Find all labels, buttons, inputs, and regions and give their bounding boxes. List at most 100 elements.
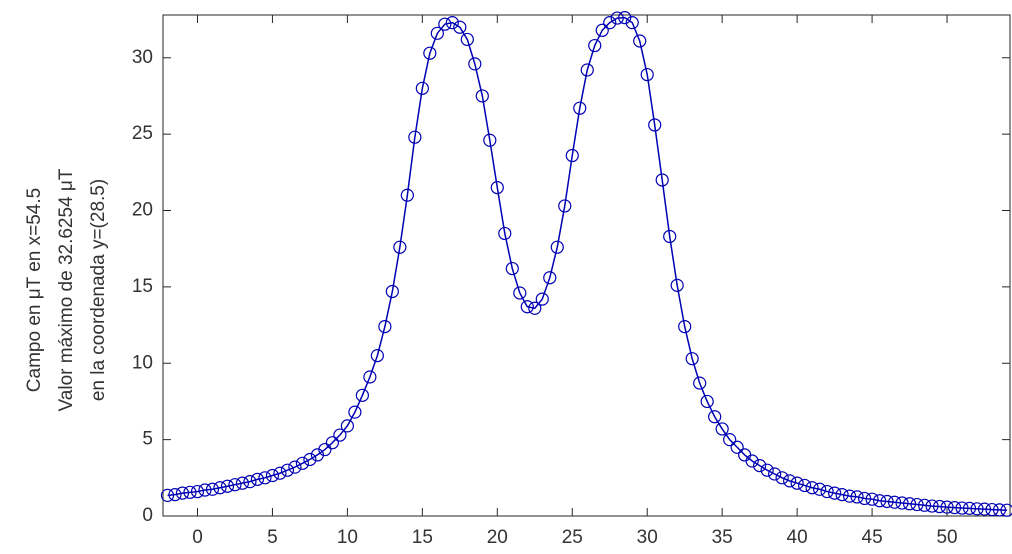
data-point xyxy=(640,67,654,82)
data-point xyxy=(595,23,609,37)
data-point xyxy=(955,501,969,515)
y-tick-label: 15 xyxy=(132,276,153,297)
data-point xyxy=(250,472,265,486)
data-point xyxy=(505,261,519,276)
data-point xyxy=(992,503,1007,517)
data-point xyxy=(378,319,392,334)
data-point xyxy=(423,46,437,60)
data-point xyxy=(475,89,489,103)
data-point xyxy=(228,478,242,492)
data-point xyxy=(813,482,827,496)
data-point xyxy=(865,492,879,506)
data-point xyxy=(438,17,452,31)
data-point xyxy=(670,278,684,292)
x-tick-label: 10 xyxy=(337,527,358,548)
data-point xyxy=(820,484,834,499)
data-point xyxy=(190,484,205,499)
data-point xyxy=(220,479,235,493)
data-point xyxy=(835,488,849,502)
data-point xyxy=(348,405,362,419)
x-tick-label: 20 xyxy=(487,527,508,548)
data-point xyxy=(318,442,332,457)
y-tick-label: 10 xyxy=(132,352,153,373)
data-line xyxy=(167,16,1008,511)
x-tick-label: 30 xyxy=(637,527,658,548)
y-axis-label: Campo en μT en x=54.5 xyxy=(24,188,45,392)
data-point xyxy=(633,34,647,48)
data-point xyxy=(295,456,310,470)
data-point xyxy=(783,474,797,488)
data-point xyxy=(273,466,287,480)
data-point xyxy=(603,16,617,30)
data-point xyxy=(400,188,414,202)
data-point xyxy=(558,199,572,213)
data-point xyxy=(700,394,714,409)
data-point xyxy=(235,476,250,490)
data-point xyxy=(902,497,917,511)
data-point xyxy=(483,133,497,147)
data-point xyxy=(910,497,924,512)
data-point xyxy=(415,81,429,95)
data-point xyxy=(842,489,857,503)
data-point xyxy=(880,494,894,509)
data-point xyxy=(550,240,564,254)
data-point xyxy=(460,32,474,47)
data-point xyxy=(370,349,384,363)
data-point xyxy=(588,38,602,53)
data-point xyxy=(985,502,999,517)
data-point xyxy=(198,483,212,497)
data-point xyxy=(520,300,534,314)
data-point xyxy=(325,436,339,450)
data-point xyxy=(768,467,782,481)
data-point xyxy=(760,463,774,477)
data-point xyxy=(925,499,939,513)
data-point xyxy=(723,433,737,447)
data-point xyxy=(1000,503,1012,517)
data-point xyxy=(580,63,594,77)
data-point xyxy=(430,26,444,40)
data-point xyxy=(798,478,812,493)
data-point xyxy=(663,229,677,244)
data-point xyxy=(970,502,984,516)
data-point xyxy=(887,495,902,509)
data-point xyxy=(730,440,744,454)
data-point xyxy=(565,148,579,163)
data-point xyxy=(385,284,399,299)
data-point xyxy=(693,376,707,390)
data-point xyxy=(745,454,759,468)
y-tick-label: 5 xyxy=(142,429,153,450)
data-point xyxy=(265,468,280,483)
y-axis-label: en la coordenada y=(28.5) xyxy=(88,179,109,401)
y-tick-label: 30 xyxy=(132,47,153,68)
data-point xyxy=(288,460,302,474)
data-point xyxy=(183,485,197,499)
data-point xyxy=(468,57,482,71)
data-point xyxy=(610,11,624,25)
data-point xyxy=(708,410,722,424)
data-point xyxy=(753,458,767,473)
x-tick-label: 5 xyxy=(267,527,278,548)
x-tick-label: 45 xyxy=(862,527,883,548)
data-point xyxy=(857,491,872,506)
data-point xyxy=(850,490,864,504)
data-point xyxy=(160,488,175,502)
data-point xyxy=(175,486,190,500)
x-tick-label: 15 xyxy=(412,527,433,548)
data-point xyxy=(932,499,947,514)
data-point xyxy=(573,101,587,115)
x-tick-label: 25 xyxy=(562,527,583,548)
data-point xyxy=(940,500,954,514)
data-point xyxy=(205,482,220,496)
data-point xyxy=(490,181,504,195)
data-point xyxy=(895,496,909,510)
y-tick-label: 20 xyxy=(132,200,153,221)
data-point xyxy=(363,370,377,384)
data-point xyxy=(280,463,295,477)
data-point xyxy=(453,20,467,34)
data-point xyxy=(340,419,354,433)
data-point xyxy=(618,10,632,25)
data-point xyxy=(625,16,639,30)
y-tick-label: 0 xyxy=(142,505,153,526)
